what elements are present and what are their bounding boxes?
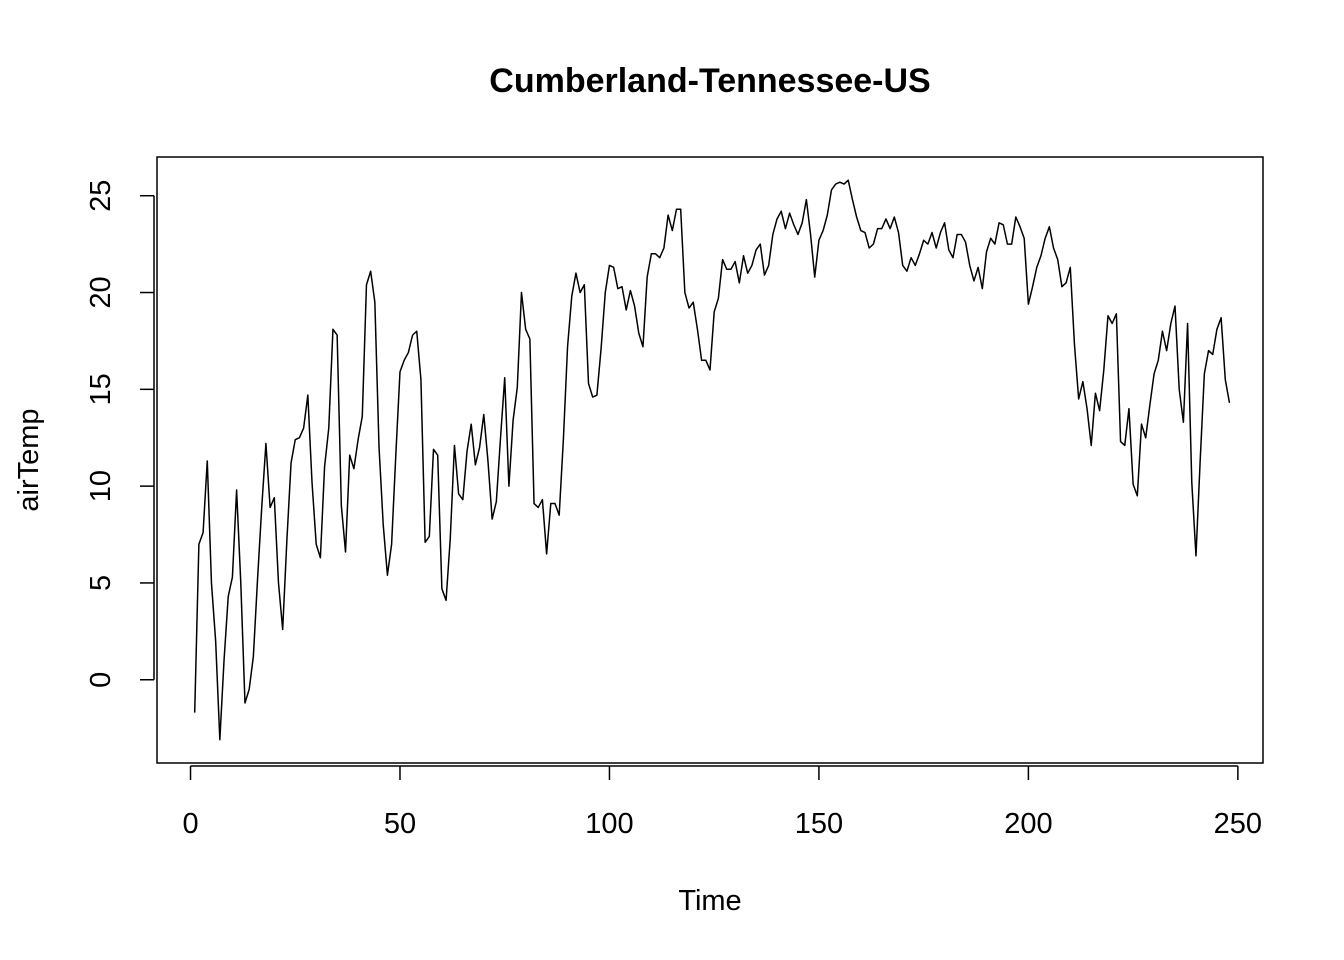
- y-tick-label: 10: [85, 470, 117, 502]
- x-tick-label: 100: [585, 808, 633, 840]
- x-tick-label: 250: [1214, 808, 1262, 840]
- series-line-airtemp: [193, 179, 1231, 741]
- chart-title: Cumberland-Tennessee-US: [489, 62, 930, 100]
- y-tick-label: 0: [85, 672, 117, 688]
- x-tick-label: 0: [182, 808, 198, 840]
- x-axis: 0 50 100 150 200 250: [182, 765, 1262, 840]
- y-axis-label: airTemp: [13, 408, 45, 511]
- y-tick-label: 20: [85, 276, 117, 308]
- x-axis-label: Time: [678, 885, 741, 917]
- x-tick-label: 200: [1004, 808, 1052, 840]
- plot-frame: [156, 156, 1264, 764]
- x-tick-label: 150: [795, 808, 843, 840]
- y-tick-label: 15: [85, 373, 117, 405]
- y-axis: 0 5 10 15 20 25: [85, 180, 155, 688]
- y-tick-label: 5: [85, 575, 117, 591]
- x-tick-label: 50: [384, 808, 416, 840]
- y-tick-label: 25: [85, 180, 117, 212]
